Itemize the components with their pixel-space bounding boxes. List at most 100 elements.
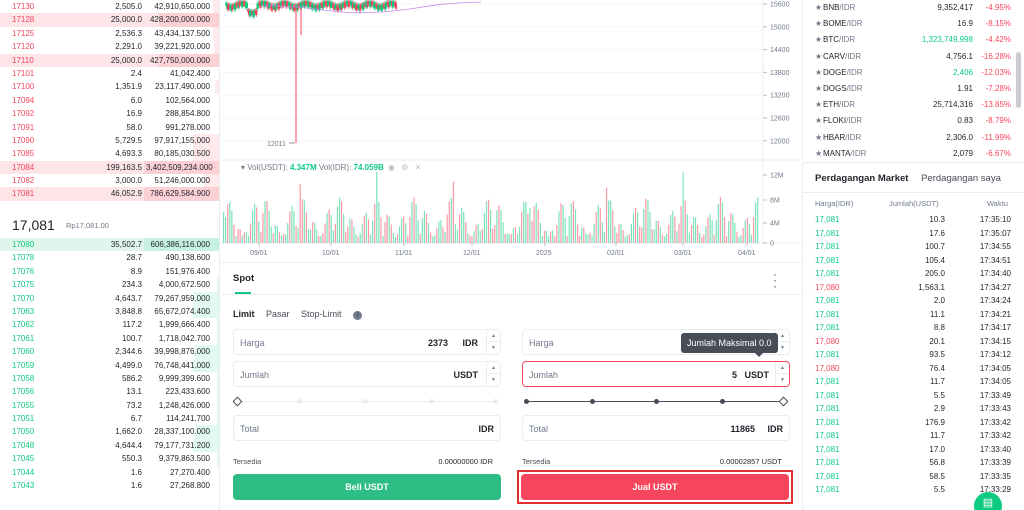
slider-step[interactable] bbox=[654, 399, 659, 404]
vol-caret-icon[interactable]: ▾ bbox=[241, 163, 246, 172]
sell-total-value[interactable]: 11865 bbox=[730, 424, 755, 434]
chevron-down-icon[interactable]: ▼ bbox=[780, 377, 785, 383]
close-icon[interactable]: ✕ bbox=[414, 163, 422, 172]
ask-row[interactable]: 17101 2.4 41,042.400 bbox=[0, 67, 219, 80]
ask-row[interactable]: 17110 25,000.0 427,750,000.000 bbox=[0, 53, 219, 67]
star-icon[interactable]: ★ bbox=[815, 132, 823, 142]
slider-step[interactable] bbox=[363, 399, 368, 404]
tab-market-trades[interactable]: Perdagangan Market bbox=[815, 173, 909, 184]
market-row[interactable]: ★ DOGS/IDR 1.91 -7.28% bbox=[803, 81, 1013, 97]
buy-price-value[interactable]: 2373 bbox=[427, 338, 448, 348]
tab-market[interactable]: Pasar bbox=[266, 309, 290, 319]
chevron-down-icon[interactable]: ▼ bbox=[491, 377, 496, 383]
slider-step[interactable] bbox=[590, 399, 595, 404]
bid-row[interactable]: 17056 13.1 223,433.600 bbox=[0, 385, 219, 399]
buy-usdt-button[interactable]: Beli USDT bbox=[233, 474, 501, 500]
ask-row[interactable]: 17092 16.9 288,854.800 bbox=[0, 107, 219, 120]
buy-amount-field[interactable]: Jumlah USDT ▲ ▼ bbox=[233, 361, 501, 387]
chart-canvas[interactable]: 15600 15000 14400 13800 13200 12600 12000 12011… bbox=[221, 0, 801, 262]
bid-row[interactable]: 17080 35,502.7 606,386,116.000 bbox=[0, 238, 219, 252]
market-row[interactable]: ★ FLOKI/IDR 0.83 -8.79% bbox=[803, 113, 1013, 129]
star-icon[interactable]: ★ bbox=[815, 148, 823, 158]
slider-step[interactable] bbox=[493, 399, 498, 404]
market-row[interactable]: ★ HBAR/IDR 2,306.0 -11.99% bbox=[803, 130, 1013, 146]
chevron-up-icon[interactable]: ▲ bbox=[776, 330, 789, 342]
market-row[interactable]: ★ BNB/IDR 9,352,417 -4.95% bbox=[803, 0, 1013, 16]
bid-row[interactable]: 17062 117.2 1,999,666.400 bbox=[0, 318, 219, 332]
market-scrollbar[interactable] bbox=[1016, 52, 1021, 108]
chevron-up-icon[interactable]: ▲ bbox=[487, 330, 500, 342]
market-row[interactable]: ★ BOME/IDR 16.9 -8.15% bbox=[803, 16, 1013, 32]
bid-row[interactable]: 17075 234.3 4,000,672.500 bbox=[0, 278, 219, 292]
buy-amount-stepper[interactable]: ▲ ▼ bbox=[486, 362, 500, 386]
tab-stop-limit[interactable]: Stop-Limit i bbox=[301, 309, 371, 320]
bid-row[interactable]: 17043 1.6 27,268.800 bbox=[0, 479, 219, 492]
star-icon[interactable]: ★ bbox=[815, 19, 823, 29]
bid-row[interactable]: 17051 6.7 114,241.700 bbox=[0, 412, 219, 426]
settings-icon[interactable]: ⚙ bbox=[401, 163, 409, 172]
market-row[interactable]: ★ DOGE/IDR 2,406 -12.03% bbox=[803, 65, 1013, 81]
tab-limit[interactable]: Limit bbox=[233, 309, 255, 319]
bid-row[interactable]: 17044 1.6 27,270.400 bbox=[0, 466, 219, 479]
star-icon[interactable]: ★ bbox=[815, 84, 823, 93]
buy-amount-slider[interactable] bbox=[232, 396, 501, 407]
ask-row[interactable]: 17081 46,052.9 786,629,584.900 bbox=[0, 187, 219, 201]
tab-spot[interactable]: Spot bbox=[233, 273, 255, 284]
market-row[interactable]: ★ BTC/IDR 1,323,749,998 -4.42% bbox=[803, 32, 1013, 48]
slider-step[interactable] bbox=[720, 399, 725, 404]
bid-row[interactable]: 17050 1,662.0 28,337,100.000 bbox=[0, 425, 219, 439]
ask-row[interactable]: 17082 3,000.0 51,246,000.000 bbox=[0, 174, 219, 188]
eye-icon[interactable]: ◉ bbox=[388, 163, 396, 172]
ask-row[interactable]: 17091 58.0 991,278.000 bbox=[0, 121, 219, 134]
ask-row[interactable]: 17128 25,000.0 428,200,000.000 bbox=[0, 13, 219, 27]
star-icon[interactable]: ★ bbox=[815, 100, 823, 110]
sell-amount-value[interactable]: 5 bbox=[731, 370, 737, 380]
bid-row[interactable]: 17070 4,643.7 79,267,959.000 bbox=[0, 291, 219, 305]
market-row[interactable]: ★ MANTA/IDR 2,079 -6.67% bbox=[803, 146, 1013, 160]
price-chart[interactable]: 15600 15000 14400 13800 13200 12600 12000 12011… bbox=[221, 0, 801, 262]
ask-row[interactable]: 17090 5,729.5 97,917,155.000 bbox=[0, 133, 219, 148]
bid-row[interactable]: 17078 28.7 490,138.600 bbox=[0, 251, 219, 264]
ask-row[interactable]: 17100 1,351.9 23,117,490.000 bbox=[0, 80, 219, 94]
market-row[interactable]: ★ ETH/IDR 25,714,316 -13.85% bbox=[803, 97, 1013, 113]
bid-row[interactable]: 17059 4,499.0 76,748,441.000 bbox=[0, 358, 219, 372]
ask-row[interactable]: 17084 199,163.5 3,402,509,234.000 bbox=[0, 160, 219, 175]
bid-row[interactable]: 17055 73.2 1,248,426.000 bbox=[0, 398, 219, 413]
star-icon[interactable]: ★ bbox=[815, 116, 823, 126]
star-icon[interactable]: ★ bbox=[815, 67, 823, 77]
sell-usdt-button[interactable]: Jual USDT bbox=[521, 474, 789, 500]
chevron-up-icon[interactable]: ▲ bbox=[487, 362, 500, 374]
buy-total-field[interactable]: Total IDR bbox=[233, 415, 501, 441]
star-icon[interactable]: ★ bbox=[815, 3, 823, 12]
bid-row[interactable]: 17048 4,644.4 79,177,731.200 bbox=[0, 438, 219, 453]
chevron-up-icon[interactable]: ▲ bbox=[776, 362, 789, 374]
market-row[interactable]: ★ CARV/IDR 4,756.1 -16.28% bbox=[803, 49, 1013, 65]
info-icon[interactable]: i bbox=[353, 311, 363, 320]
ask-row[interactable]: 17085 4,693.3 80,185,030.500 bbox=[0, 147, 219, 161]
bid-row[interactable]: 17063 3,848.8 65,672,074.400 bbox=[0, 304, 219, 319]
star-icon[interactable]: ★ bbox=[815, 35, 823, 45]
ask-row[interactable]: 17094 6.0 102,564.000 bbox=[0, 94, 219, 107]
slider-step[interactable] bbox=[524, 399, 529, 404]
sell-amount-field[interactable]: Jumlah 5 USDT ▲ ▼ bbox=[522, 361, 790, 387]
chat-icon[interactable]: ▤ bbox=[974, 492, 1002, 510]
slider-handle[interactable] bbox=[232, 396, 243, 407]
chevron-down-icon[interactable]: ▼ bbox=[491, 345, 496, 351]
sell-total-field[interactable]: Total 11865 IDR bbox=[522, 415, 790, 441]
bid-row[interactable]: 17061 100.7 1,718,042.700 bbox=[0, 331, 219, 346]
buy-price-field[interactable]: Harga 2373 IDR ▲ ▼ bbox=[233, 329, 501, 355]
more-options-icon[interactable]: · · · bbox=[773, 267, 777, 293]
ask-row[interactable]: 17120 2,291.0 39,221,920.000 bbox=[0, 40, 219, 54]
bid-row[interactable]: 17060 2,344.6 39,998,876.000 bbox=[0, 345, 219, 359]
slider-step[interactable] bbox=[297, 399, 302, 404]
slider-step[interactable] bbox=[429, 399, 434, 404]
bid-row[interactable]: 17045 550.3 9,379,863.500 bbox=[0, 452, 219, 466]
chevron-down-icon[interactable]: ▼ bbox=[780, 345, 785, 351]
star-icon[interactable]: ★ bbox=[815, 51, 823, 61]
tab-my-trades[interactable]: Perdagangan saya bbox=[921, 173, 1001, 184]
sell-amount-stepper[interactable]: ▲ ▼ bbox=[775, 362, 789, 386]
bid-row[interactable]: 17058 586.2 9,999,399.600 bbox=[0, 371, 219, 386]
buy-price-stepper[interactable]: ▲ ▼ bbox=[486, 330, 500, 354]
ask-row[interactable]: 17125 2,536.3 43,434,137.500 bbox=[0, 26, 219, 41]
sell-amount-slider[interactable] bbox=[522, 396, 790, 407]
